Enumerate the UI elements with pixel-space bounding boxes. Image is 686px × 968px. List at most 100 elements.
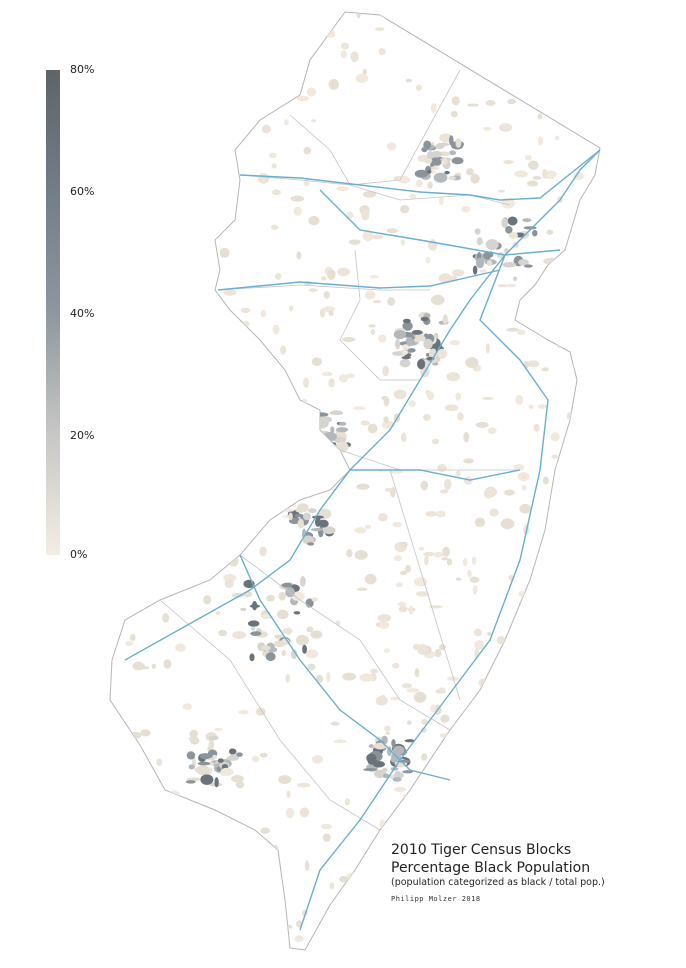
census-block [378, 622, 389, 629]
census-block [515, 72, 528, 80]
census-block [426, 826, 436, 833]
census-block [436, 143, 445, 149]
census-block [547, 69, 556, 74]
census-block [585, 804, 596, 810]
census-block [499, 799, 507, 809]
census-block [373, 742, 387, 750]
census-block [326, 671, 331, 683]
census-block [552, 270, 558, 280]
census-block [509, 686, 517, 698]
census-block [593, 306, 599, 312]
census-block [290, 195, 305, 202]
census-block [519, 503, 532, 514]
census-block [498, 779, 507, 787]
census-block [363, 768, 378, 772]
census-block [578, 707, 590, 717]
census-block [444, 404, 459, 412]
census-block [175, 643, 186, 652]
census-block [380, 12, 394, 19]
census-block [172, 109, 183, 115]
census-block [153, 469, 162, 473]
census-block [168, 460, 181, 467]
census-block [305, 860, 310, 872]
census-block [340, 42, 349, 50]
state-outline [109, 11, 601, 951]
census-block [266, 594, 275, 602]
census-block [385, 731, 391, 735]
census-block [387, 297, 396, 306]
census-block [346, 872, 358, 882]
census-block [386, 142, 397, 151]
census-block [196, 764, 210, 776]
census-block [399, 358, 411, 368]
census-block [472, 584, 478, 595]
census-block [424, 333, 429, 338]
census-block [473, 745, 486, 754]
census-block [363, 191, 377, 198]
census-block [370, 328, 376, 335]
census-block [405, 19, 416, 28]
census-block [430, 103, 437, 113]
census-block [201, 496, 214, 502]
census-block [110, 723, 119, 732]
census-block [254, 412, 268, 424]
census-block [570, 12, 576, 17]
census-block [210, 153, 218, 158]
census-block [252, 444, 260, 451]
census-block [551, 454, 559, 459]
census-block [129, 634, 136, 641]
census-block [200, 774, 214, 785]
census-block [502, 772, 510, 783]
census-block [400, 541, 408, 548]
census-block [356, 12, 361, 19]
census-block [456, 770, 461, 780]
census-block [439, 196, 444, 206]
census-block [257, 506, 268, 518]
census-block [463, 431, 470, 443]
census-block [518, 590, 528, 598]
census-block [439, 489, 449, 494]
census-block [424, 160, 433, 164]
census-block [498, 189, 506, 193]
census-block [557, 677, 568, 688]
census-block [295, 507, 305, 513]
census-block [402, 793, 415, 800]
census-block [138, 924, 152, 933]
census-block [291, 649, 298, 660]
census-block [140, 729, 151, 737]
census-block [249, 653, 255, 662]
census-block [439, 644, 446, 651]
census-block [395, 582, 403, 588]
census-block [310, 527, 324, 532]
census-block [247, 620, 260, 627]
census-block [451, 157, 464, 165]
census-block [354, 527, 367, 534]
census-block [264, 855, 270, 860]
census-block [255, 58, 266, 69]
census-block [165, 587, 170, 596]
census-block [548, 576, 556, 585]
census-block [162, 613, 170, 623]
census-block [496, 783, 506, 789]
census-block [122, 538, 137, 549]
census-block [408, 605, 414, 615]
census-block [314, 517, 322, 527]
census-block [421, 753, 428, 761]
census-block [442, 157, 448, 165]
census-block [479, 919, 487, 929]
census-block [502, 261, 517, 268]
census-block [291, 591, 305, 602]
census-block [273, 640, 286, 648]
census-block [420, 316, 429, 322]
census-block [188, 737, 196, 741]
census-block [580, 442, 594, 451]
census-block [210, 210, 223, 217]
census-block [428, 348, 438, 359]
census-block [491, 30, 499, 34]
census-block [520, 825, 528, 834]
census-block [260, 827, 270, 834]
census-block [110, 805, 115, 810]
census-block [222, 360, 228, 367]
census-block [478, 678, 488, 687]
census-block [348, 239, 361, 245]
